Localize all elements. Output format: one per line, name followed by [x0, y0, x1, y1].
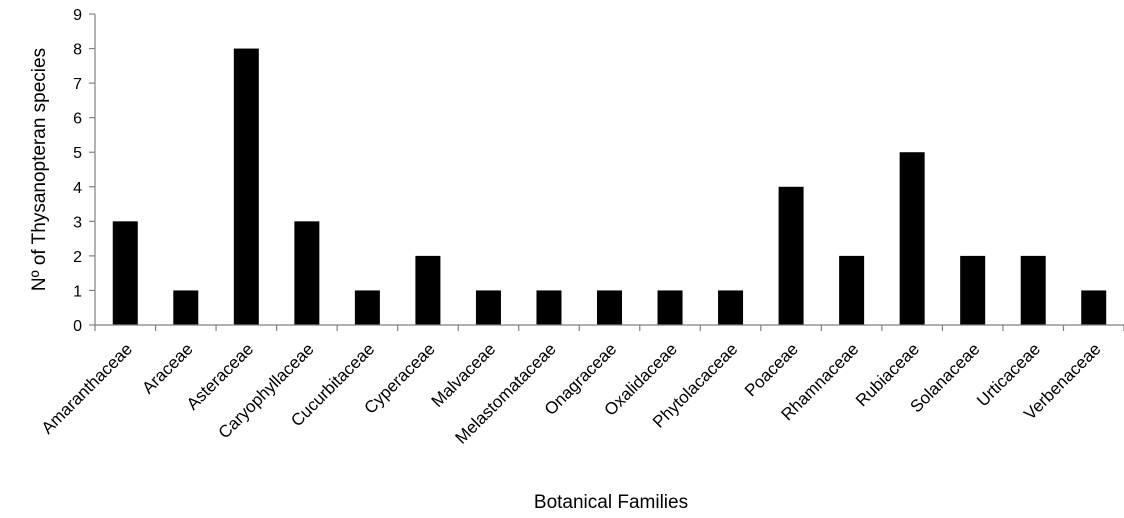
y-tick-label: 8 — [73, 42, 82, 59]
y-tick-label: 5 — [73, 145, 82, 162]
y-tick-label: 7 — [73, 76, 82, 93]
x-axis: Amaranthaceae AraceaeAsteraceaeCaryophyll… — [38, 324, 1124, 448]
x-tick-label-araceae: Araceae — [138, 339, 196, 397]
y-tick-label: 9 — [73, 7, 82, 24]
x-tick-label-melastomataceae: Melastomataceae — [451, 339, 559, 447]
bar-asteraceae — [233, 48, 259, 326]
y-axis-title: Nº of Thysanopteran species — [29, 48, 50, 291]
bar-cyperaceae — [415, 255, 441, 325]
bar-oxalidaceae — [657, 290, 683, 325]
bar-poaceae — [778, 186, 804, 325]
y-tick-label: 1 — [73, 283, 82, 300]
y-tick-label: 3 — [73, 214, 82, 231]
bar-rubiaceae — [899, 152, 925, 325]
bar-melastomataceae — [536, 290, 562, 325]
bars-group — [112, 48, 1107, 326]
bar-araceae — [173, 290, 199, 325]
bar-verbenaceae — [1081, 290, 1107, 325]
bar-caryophyllaceae — [294, 221, 320, 325]
bar-urticaceae — [1020, 255, 1046, 325]
x-tick-label-amaranthaceae: Amaranthaceae — [38, 339, 136, 437]
bar-malvaceae — [475, 290, 501, 325]
y-tick-label: 2 — [73, 249, 82, 266]
y-tick-label: 0 — [73, 318, 82, 335]
bar-rhamnaceae — [839, 255, 865, 325]
x-axis-title: Botanical Families — [534, 492, 688, 513]
bar-phytolacaceae — [718, 290, 744, 325]
bar-onagraceae — [597, 290, 622, 325]
y-tick-label: 4 — [73, 180, 82, 197]
y-axis: 0 1 2 3 4 5 6 7 8 9 — [73, 7, 96, 335]
bar-amaranthaceae — [112, 221, 138, 325]
bar-cucurbitaceae — [354, 290, 380, 325]
x-tick-label-poaceae: Poaceae — [741, 339, 802, 400]
y-tick-label: 6 — [73, 111, 82, 128]
bar-solanaceae — [960, 255, 986, 325]
